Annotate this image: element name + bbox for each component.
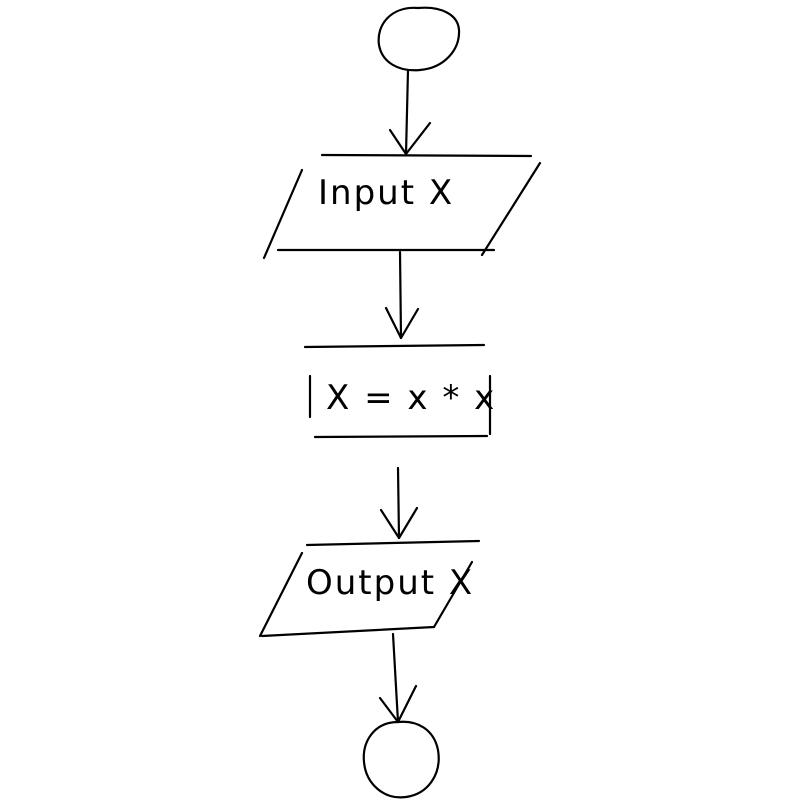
process-node: X = x * x — [303, 343, 496, 439]
output-label: Output X — [306, 563, 474, 603]
arrow-start-to-input — [388, 68, 432, 156]
process-label: X = x * x — [326, 378, 496, 418]
input-node: Input X — [262, 153, 542, 260]
output-node: Output X — [258, 539, 481, 638]
arrow-output-to-end — [378, 632, 418, 724]
end-node — [362, 720, 440, 799]
start-node — [377, 6, 461, 72]
input-label: Input X — [318, 173, 454, 213]
arrow-input-to-process — [384, 250, 420, 340]
arrow-process-to-output — [379, 466, 419, 540]
